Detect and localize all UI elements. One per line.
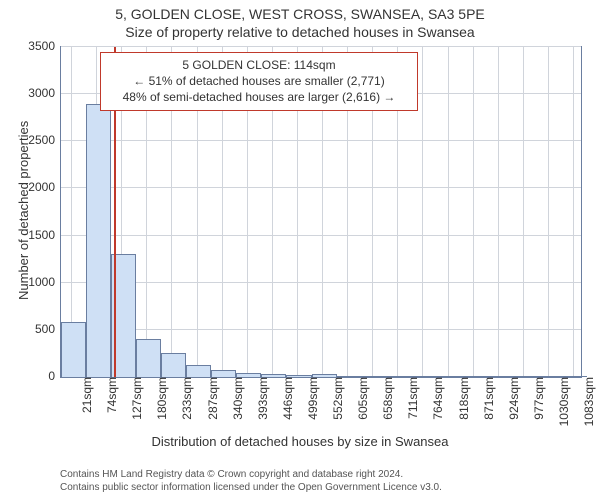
x-tick-label: 711sqm	[403, 377, 420, 419]
histogram-bar	[462, 376, 487, 377]
histogram-bar	[562, 376, 587, 377]
x-tick-label: 446sqm	[278, 377, 295, 420]
gridline-v	[573, 47, 574, 377]
x-tick-label: 499sqm	[303, 377, 320, 420]
histogram-bar	[387, 376, 412, 377]
y-tick-label: 2500	[28, 133, 55, 147]
x-tick-label: 393sqm	[253, 377, 270, 420]
histogram-bar	[437, 376, 462, 377]
y-tick-label: 1500	[28, 228, 55, 242]
x-tick-label: 127sqm	[127, 377, 144, 420]
y-tick-label: 2000	[28, 180, 55, 194]
annotation-line3: 48% of semi-detached houses are larger (…	[109, 89, 409, 105]
histogram-bar	[136, 339, 161, 377]
x-tick-label: 764sqm	[428, 377, 445, 420]
x-tick-label: 552sqm	[328, 377, 345, 420]
histogram-bar	[512, 376, 537, 377]
x-tick-label: 605sqm	[353, 377, 370, 420]
histogram-bar	[312, 374, 337, 377]
gridline-v	[523, 47, 524, 377]
gridline-v	[422, 47, 423, 377]
x-tick-label: 818sqm	[454, 377, 471, 420]
y-tick-label: 3500	[28, 39, 55, 53]
histogram-bar	[211, 370, 236, 377]
histogram-bar	[337, 376, 362, 377]
histogram-bar	[537, 376, 562, 377]
histogram-bar	[236, 373, 261, 377]
histogram-bar	[487, 376, 512, 377]
x-axis-label: Distribution of detached houses by size …	[0, 434, 600, 449]
histogram-bar	[86, 104, 111, 377]
x-tick-label: 340sqm	[228, 377, 245, 420]
histogram-bar	[362, 376, 387, 377]
histogram-bar	[161, 353, 186, 377]
histogram-bar	[186, 365, 211, 377]
x-tick-label: 871sqm	[479, 377, 496, 420]
x-tick-label: 287sqm	[203, 377, 220, 420]
x-tick-label: 977sqm	[529, 377, 546, 420]
x-tick-label: 233sqm	[177, 377, 194, 420]
annotation-line1: 5 GOLDEN CLOSE: 114sqm	[109, 57, 409, 73]
histogram-bar	[412, 376, 437, 377]
histogram-bar	[261, 374, 286, 377]
gridline-v	[498, 47, 499, 377]
x-tick-label: 658sqm	[378, 377, 395, 420]
x-tick-label: 1083sqm	[579, 377, 596, 426]
x-tick-label: 180sqm	[152, 377, 169, 420]
gridline-v	[548, 47, 549, 377]
chart-title-line1: 5, GOLDEN CLOSE, WEST CROSS, SWANSEA, SA…	[0, 6, 600, 22]
chart-container: 5, GOLDEN CLOSE, WEST CROSS, SWANSEA, SA…	[0, 0, 600, 500]
y-tick-label: 500	[35, 322, 55, 336]
x-tick-label: 1030sqm	[554, 377, 571, 426]
histogram-bar	[286, 375, 311, 377]
footer-line1: Contains HM Land Registry data © Crown c…	[60, 468, 442, 481]
x-tick-label: 74sqm	[102, 377, 119, 413]
gridline-v	[473, 47, 474, 377]
y-tick-label: 3000	[28, 86, 55, 100]
histogram-bar	[61, 322, 86, 377]
marker-annotation: 5 GOLDEN CLOSE: 114sqm ← 51% of detached…	[100, 52, 418, 111]
gridline-v	[448, 47, 449, 377]
annotation-line2: ← 51% of detached houses are smaller (2,…	[109, 73, 409, 89]
y-tick-label: 0	[48, 369, 55, 383]
y-axis-label: Number of detached properties	[16, 121, 31, 300]
x-tick-label: 924sqm	[504, 377, 521, 420]
x-tick-label: 21sqm	[77, 377, 94, 413]
footer-attribution: Contains HM Land Registry data © Crown c…	[60, 468, 442, 494]
footer-line2: Contains public sector information licen…	[60, 481, 442, 494]
chart-title-line2: Size of property relative to detached ho…	[0, 24, 600, 40]
y-tick-label: 1000	[28, 275, 55, 289]
